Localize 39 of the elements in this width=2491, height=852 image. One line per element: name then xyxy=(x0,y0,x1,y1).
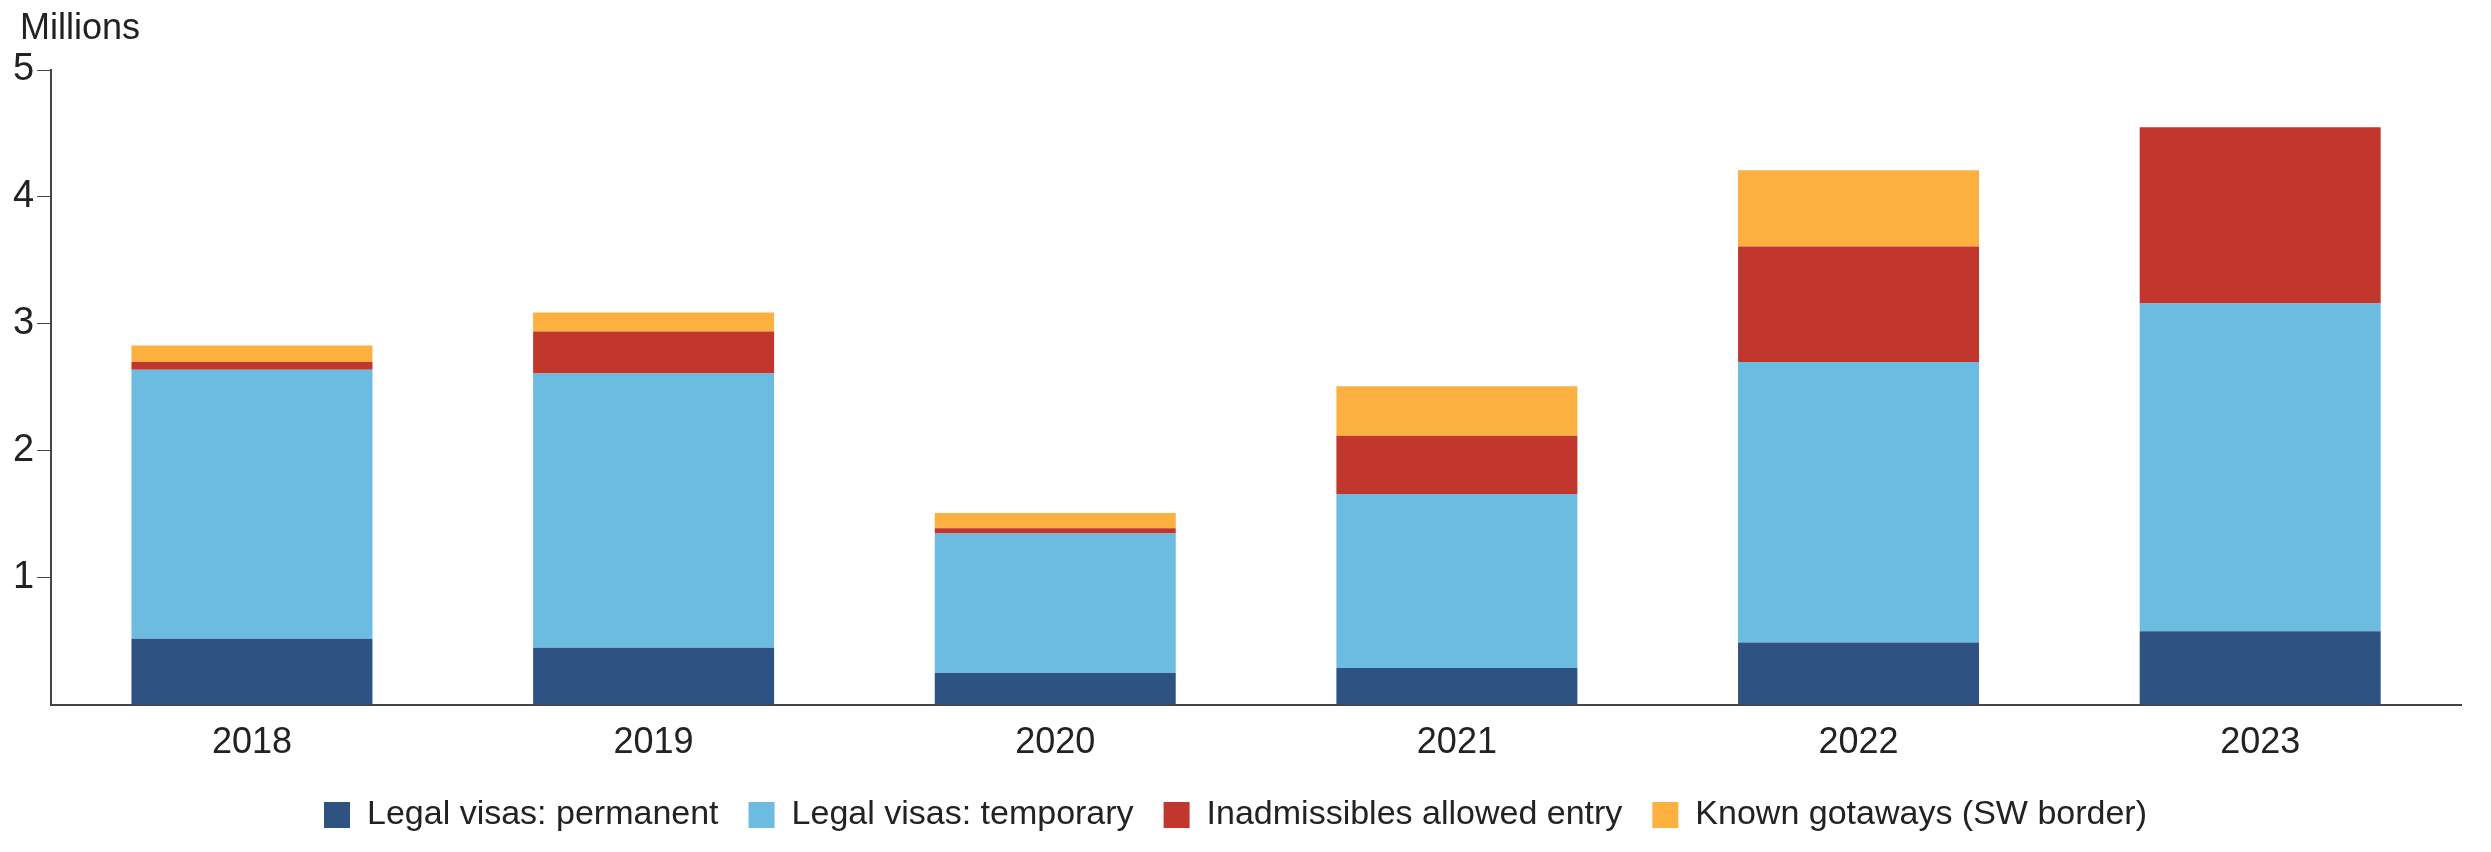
x-tick-label: 2020 xyxy=(1015,720,1096,762)
bar xyxy=(131,345,373,363)
y-tick-label: 1 xyxy=(12,554,35,597)
bar xyxy=(131,362,373,370)
bar xyxy=(934,533,1176,674)
bar xyxy=(2139,631,2381,705)
bar xyxy=(1336,494,1578,668)
bar xyxy=(934,513,1176,529)
x-tick-label: 2021 xyxy=(1416,720,1497,762)
y-tick-label: 3 xyxy=(12,300,35,343)
bar xyxy=(934,528,1176,534)
bar xyxy=(533,312,775,332)
bar xyxy=(1336,435,1578,495)
bar xyxy=(131,369,373,639)
y-tick-label: 4 xyxy=(12,173,35,216)
y-tick-label: 5 xyxy=(12,46,35,89)
bar xyxy=(131,638,373,705)
bar xyxy=(1738,246,1980,363)
bar xyxy=(2139,303,2381,632)
bar xyxy=(533,331,775,374)
bar xyxy=(2139,127,2381,304)
legend-label: Known gotaways (SW border) xyxy=(1695,793,2147,832)
bar xyxy=(934,673,1176,705)
bar xyxy=(533,373,775,648)
x-tick-label: 2018 xyxy=(211,720,292,762)
bar xyxy=(1336,667,1578,705)
legend-label: Legal visas: permanent xyxy=(367,793,720,832)
x-tick-label: 2023 xyxy=(2220,720,2301,762)
y-tick-label: 2 xyxy=(12,427,35,470)
legend-label: Inadmissibles allowed entry xyxy=(1206,793,1623,832)
x-tick-label: 2019 xyxy=(613,720,694,762)
y-axis-title: Millions xyxy=(20,6,141,48)
bar xyxy=(533,647,775,705)
bar xyxy=(1738,642,1980,705)
legend-label: Legal visas: temporary xyxy=(791,793,1134,832)
bar xyxy=(1738,170,1980,247)
bar xyxy=(1336,386,1578,436)
x-tick-label: 2022 xyxy=(1818,720,1899,762)
bar xyxy=(1738,362,1980,643)
